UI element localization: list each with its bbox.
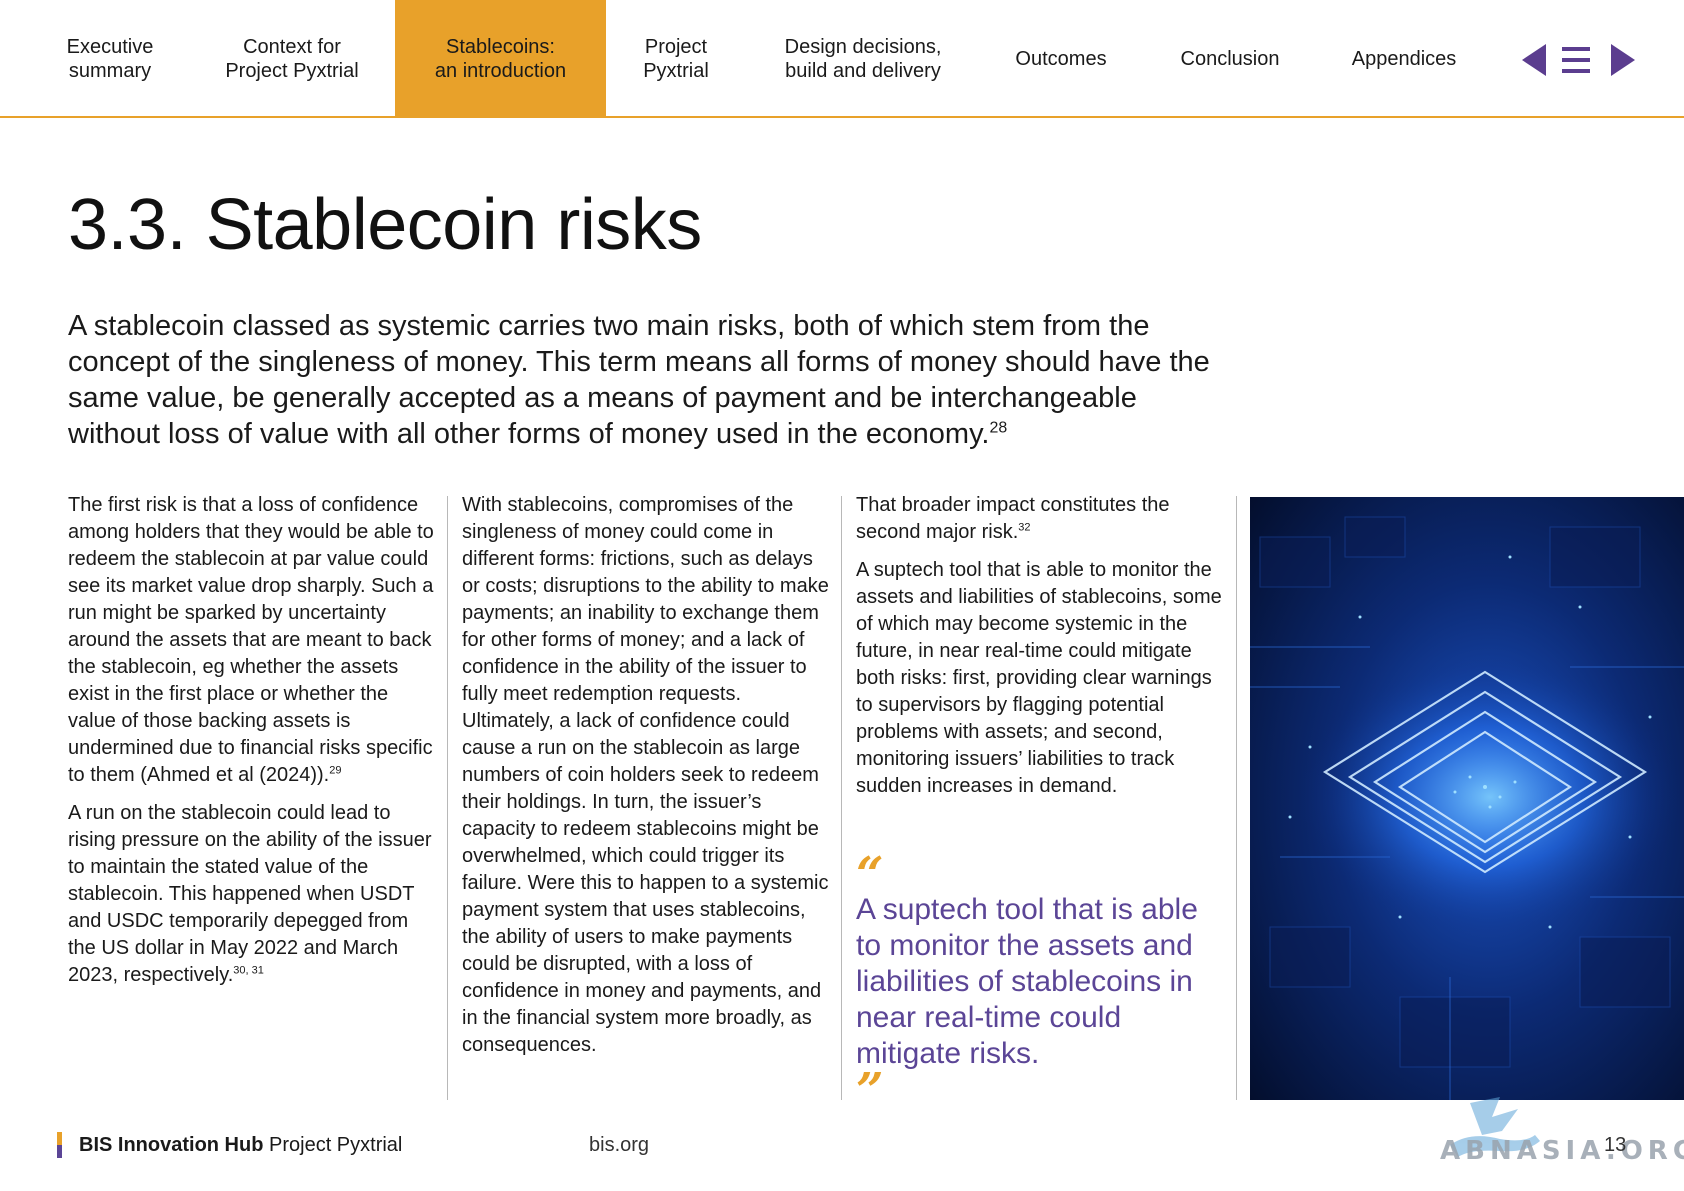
tab-label-line1: Stablecoins: xyxy=(446,35,555,58)
footnote-ref[interactable]: 29 xyxy=(329,764,342,777)
paragraph: The first risk is that a loss of confide… xyxy=(68,492,440,789)
footer-brand-project: Project Pyxtrial xyxy=(269,1134,403,1156)
tab-label-line1: Design decisions, xyxy=(784,35,942,58)
paragraph-text: The first risk is that a loss of confide… xyxy=(68,494,434,786)
tab-label-line1: Executive xyxy=(66,35,154,58)
lead-paragraph: A stablecoin classed as systemic carries… xyxy=(68,308,1228,452)
paragraph: With stablecoins, compromises of the sin… xyxy=(462,494,829,1056)
tab-label-line1: Conclusion xyxy=(1180,47,1280,70)
pull-quote: “ A suptech tool that is able to monitor… xyxy=(856,847,1228,1119)
open-quote-icon: “ xyxy=(856,847,884,903)
footer-brand: BIS Innovation Hub Project Pyxtrial xyxy=(79,1134,402,1157)
watermark-text: ABNASIA.ORG xyxy=(1440,1136,1684,1166)
tab-outcomes[interactable]: Outcomes xyxy=(1000,0,1122,117)
pull-quote-text: A suptech tool that is able to monitor t… xyxy=(856,893,1198,1070)
tab-label-line1: Outcomes xyxy=(1015,47,1107,70)
tab-stablecoins-an-introduction[interactable]: Stablecoins: an introduction xyxy=(395,0,606,117)
column-divider xyxy=(1236,496,1237,1100)
tab-label-line1: Context for xyxy=(243,35,341,58)
column-divider xyxy=(841,496,842,1100)
tab-label-line2: build and delivery xyxy=(785,59,941,82)
top-navigation: Executive summary Context for Project Pyxt… xyxy=(0,0,1684,118)
previous-icon[interactable] xyxy=(1520,40,1550,80)
paragraph: A suptech tool that is able to monitor t… xyxy=(856,559,1222,797)
tab-design-decisions[interactable]: Design decisions, build and delivery xyxy=(770,0,956,117)
page-number: 13 xyxy=(1604,1134,1627,1156)
text-column-1: The first risk is that a loss of confide… xyxy=(68,492,440,1000)
watermark-logo-icon xyxy=(1450,1097,1540,1157)
paragraph: That broader impact constitutes the seco… xyxy=(856,492,1228,546)
next-icon[interactable] xyxy=(1607,40,1637,80)
menu-icon[interactable] xyxy=(1561,40,1591,80)
tab-label-line1: Appendices xyxy=(1351,47,1457,70)
tab-label-line1: Project xyxy=(644,35,708,58)
paragraph-text: A run on the stablecoin could lead to ri… xyxy=(68,802,432,986)
footnote-ref[interactable]: 28 xyxy=(989,419,1008,437)
tab-appendices[interactable]: Appendices xyxy=(1340,0,1468,117)
close-quote-icon: ” xyxy=(856,1063,884,1119)
column-divider xyxy=(447,496,448,1100)
tab-conclusion[interactable]: Conclusion xyxy=(1170,0,1290,117)
tab-context-for-project-pyxtrial[interactable]: Context for Project Pyxtrial xyxy=(206,0,378,117)
circuit-chip-image xyxy=(1250,497,1684,1100)
footnote-ref[interactable]: 32 xyxy=(1018,521,1031,534)
tab-executive-summary[interactable]: Executive summary xyxy=(38,0,182,117)
footer-brand-bold: BIS Innovation Hub xyxy=(79,1134,264,1156)
text-column-2: With stablecoins, compromises of the sin… xyxy=(462,492,834,1070)
text-column-3: That broader impact constitutes the seco… xyxy=(856,492,1228,811)
tab-label-line2: Pyxtrial xyxy=(643,59,709,82)
footer-url-link[interactable]: bis.org xyxy=(589,1134,650,1156)
tab-label-line2: Project Pyxtrial xyxy=(225,59,359,82)
footer-accent-bar xyxy=(57,1132,62,1158)
paragraph: A run on the stablecoin could lead to ri… xyxy=(68,800,440,989)
tab-project-pyxtrial[interactable]: Project Pyxtrial xyxy=(624,0,728,117)
lead-text: A stablecoin classed as systemic carries… xyxy=(68,310,1210,450)
footnote-ref[interactable]: 30, 31 xyxy=(233,964,264,977)
paragraph-text: That broader impact constitutes the seco… xyxy=(856,494,1170,543)
page-title: 3.3. Stablecoin risks xyxy=(68,185,702,265)
tab-label-line2: an introduction xyxy=(434,59,567,82)
tab-label-line2: summary xyxy=(68,59,152,82)
